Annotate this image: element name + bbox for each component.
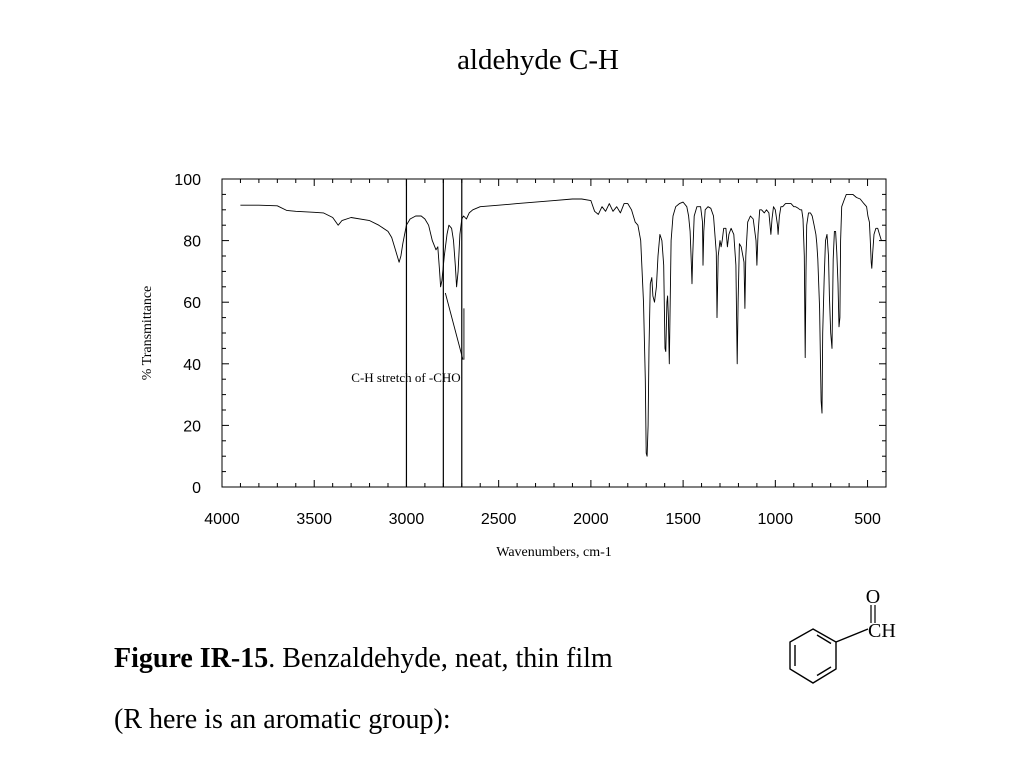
- oxygen-label: O: [866, 586, 880, 608]
- reference-lines: [405, 179, 463, 487]
- x-tick-label: 1500: [665, 511, 701, 528]
- figure-label: Figure IR-15: [114, 643, 269, 674]
- ir-spectrum-chart: 0 20 40 60 80 100 4000 3500 3000 2500 2000 1500 100…: [140, 172, 887, 560]
- x-tick-label: 2500: [481, 511, 517, 528]
- y-tick-label: 40: [183, 357, 201, 374]
- x-tick-label: 3500: [296, 511, 332, 528]
- y-tick-label: 20: [183, 418, 201, 435]
- y-axis-label: % Transmittance: [140, 286, 155, 381]
- y-tick-label: 0: [192, 480, 201, 497]
- figure-description: . Benzaldehyde, neat, thin film: [268, 643, 613, 674]
- x-axis: 4000 3500 3000 2500 2000 1500 1000 500: [204, 179, 887, 528]
- caption-note: (R here is an aromatic group):: [114, 704, 451, 735]
- ch-label: CH: [868, 620, 896, 642]
- x-tick-label: 2000: [573, 511, 609, 528]
- benzaldehyde-structure: O CH: [789, 586, 896, 684]
- slide-title: aldehyde C-H: [457, 44, 619, 76]
- y-tick-label: 60: [183, 295, 201, 312]
- series-layer: [240, 193, 886, 457]
- plot-border: [221, 178, 887, 488]
- annotation-layer: C-H stretch of -CHO: [351, 292, 465, 385]
- x-tick-label: 1000: [758, 511, 794, 528]
- y-axis: 0 20 40 60 80 100: [174, 172, 886, 497]
- annotation-label: C-H stretch of -CHO: [351, 370, 460, 385]
- annotation-leader: [444, 292, 464, 360]
- figure-caption: Figure IR-15. Benzaldehyde, neat, thin f…: [114, 643, 613, 675]
- x-axis-label: Wavenumbers, cm-1: [496, 545, 612, 560]
- x-tick-label: 500: [854, 511, 881, 528]
- spectrum-line: [240, 193, 886, 457]
- plot-frame: [221, 178, 887, 488]
- y-tick-label: 100: [174, 172, 201, 189]
- x-tick-label: 4000: [204, 511, 240, 528]
- x-tick-label: 3000: [389, 511, 425, 528]
- y-tick-label: 80: [183, 234, 201, 251]
- aldehyde-bond: [835, 628, 869, 643]
- benzene-ring-icon: [789, 628, 837, 684]
